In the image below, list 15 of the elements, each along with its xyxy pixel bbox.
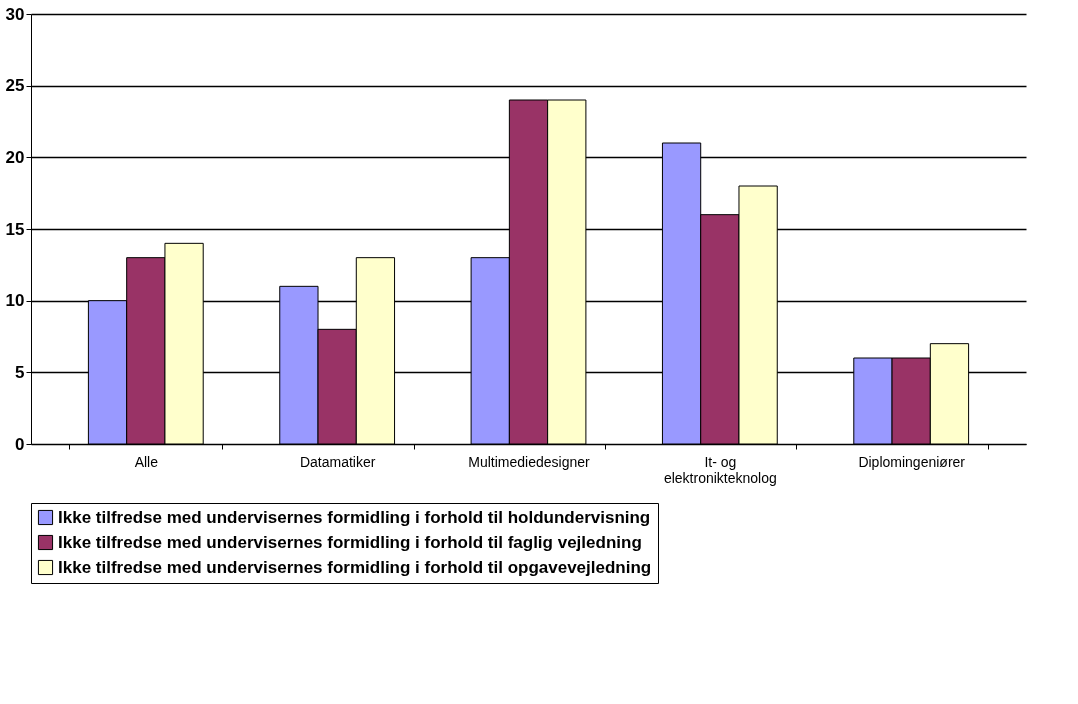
y-tick-label: 10 — [5, 291, 25, 311]
y-tick-label: 20 — [5, 147, 25, 167]
y-tick-label: 0 — [15, 434, 25, 454]
legend-label: Ikke tilfredse med undervisernes formidling i forhold til opgavevejledning — [58, 557, 652, 577]
legend-label: Ikke tilfredse med undervisernes formidling i forhold til faglig vejledning — [58, 532, 642, 552]
y-tick-label: 5 — [15, 362, 25, 382]
x-tick-label: Diplomingeniører — [858, 453, 966, 470]
x-tick-label: It- og elektronikteknolog — [663, 453, 777, 486]
x-tick-label: Datamatiker — [299, 453, 376, 470]
y-tick-label: 25 — [5, 76, 25, 96]
x-tick-label: Multimediedesigner — [468, 453, 591, 470]
legend-label: Ikke tilfredse med undervisernes formidling i forhold til holdundervisning — [58, 507, 651, 527]
y-tick-label: 30 — [5, 4, 25, 24]
x-tick-label: Alle — [134, 453, 159, 470]
y-tick-label: 15 — [5, 219, 25, 239]
